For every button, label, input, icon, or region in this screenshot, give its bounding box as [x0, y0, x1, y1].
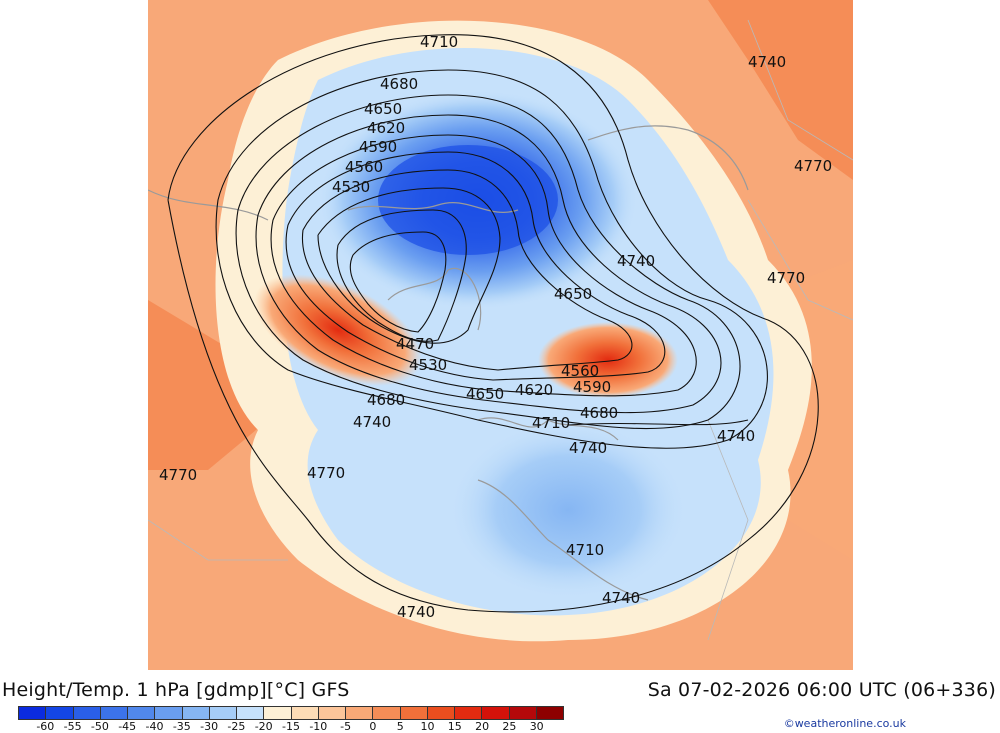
contour-label: 4650: [554, 285, 592, 303]
contour-label: 4740: [353, 413, 391, 431]
colorbar-swatch: [400, 707, 428, 719]
contour-label: 4530: [409, 356, 447, 374]
coastlines: [148, 125, 749, 601]
colorbar-swatch: [128, 707, 156, 719]
colorbar-tick-label: -60: [36, 720, 55, 733]
warm-area-ne: [708, 0, 853, 180]
contour-label: 4620: [367, 119, 405, 137]
colorbar-tick-label: -45: [118, 720, 137, 733]
colorbar-swatch: [209, 707, 237, 719]
cold-area-south: [448, 420, 688, 600]
warm-area-w: [148, 300, 268, 470]
valid-time: Sa 07-02-2026 06:00 UTC (06+336): [647, 679, 996, 701]
height-contours: [167, 34, 819, 613]
contour-label-group: 4710 4740 4680 4650 4620 4590 4560 4530 …: [159, 33, 832, 621]
colorbar-swatch: [455, 707, 483, 719]
contour-label: 4470: [396, 335, 434, 353]
contour-label: 4650: [364, 100, 402, 118]
chart-title: Height/Temp. 1 hPa [gdmp][°C] GFS: [2, 679, 350, 701]
contour-label: 4770: [159, 466, 197, 484]
colorbar-swatch: [291, 707, 319, 719]
colorbar-swatch: [318, 707, 346, 719]
colorbar-tick-label: -35: [172, 720, 191, 733]
colorbar-swatch: [182, 707, 210, 719]
colorbar-tick-label: -55: [63, 720, 82, 733]
colorbar-tick-label: 30: [529, 720, 544, 733]
colorbar-tick-label: 0: [369, 720, 377, 733]
warm-core-west: [254, 274, 422, 386]
colorbar-swatch: [264, 707, 292, 719]
colorbar-tick-label: -20: [254, 720, 273, 733]
colorbar-tick-label: -10: [309, 720, 328, 733]
colorbar-tick-label: 10: [420, 720, 435, 733]
colorbar-tick-label: -40: [145, 720, 164, 733]
contour-label: 4770: [307, 464, 345, 482]
map-canvas: 4710 4740 4680 4650 4620 4590 4560 4530 …: [148, 0, 853, 670]
colorbar-swatch: [73, 707, 101, 719]
contour-label: 4620: [515, 381, 553, 399]
colorbar-swatch: [346, 707, 374, 719]
contour-label: 4740: [617, 252, 655, 270]
colorbar-tick-label: -25: [227, 720, 246, 733]
colorbar-swatch: [237, 707, 265, 719]
colorbar: [18, 706, 564, 720]
contour-label: 4770: [794, 157, 832, 175]
contour-label: 4740: [602, 589, 640, 607]
contour-label: 4710: [532, 414, 570, 432]
warm-core-east: [538, 322, 678, 398]
contour-label: 4740: [397, 603, 435, 621]
colorbar-swatch: [373, 707, 401, 719]
colorbar-swatch: [536, 707, 563, 719]
colorbar-tick-label: 25: [502, 720, 517, 733]
contour-label: 4740: [569, 439, 607, 457]
colorbar-swatch: [100, 707, 128, 719]
contour-label: 4680: [380, 75, 418, 93]
colorbar-swatch: [46, 707, 74, 719]
colorbar-swatch: [482, 707, 510, 719]
cold-core-inner: [378, 145, 558, 255]
contour-label: 4770: [767, 269, 805, 287]
colorbar-tick-label: -15: [282, 720, 300, 733]
contour-label: 4710: [566, 541, 604, 559]
colorbar-tick-label: -30: [200, 720, 219, 733]
colorbar-swatch: [155, 707, 183, 719]
contour-label: 4560: [345, 158, 383, 176]
contour-label: 4680: [580, 404, 618, 422]
colorbar-tick-label: -5: [340, 720, 352, 733]
colorbar-swatch: [427, 707, 455, 719]
credit-text: ©weatheronline.co.uk: [783, 717, 906, 730]
contour-label: 4710: [420, 33, 458, 51]
contour-label: 4560: [561, 362, 599, 380]
colorbar-tick-label: 15: [447, 720, 462, 733]
contour-label: 4680: [367, 391, 405, 409]
contour-label: 4530: [332, 178, 370, 196]
contour-label: 4650: [466, 385, 504, 403]
contour-label: 4740: [748, 53, 786, 71]
colorbar-tick-label: 5: [396, 720, 404, 733]
weather-map: 4710 4740 4680 4650 4620 4590 4560 4530 …: [148, 0, 853, 670]
contour-label: 4590: [359, 138, 397, 156]
colorbar-labels: -60 -55 -50 -45 -40 -35 -30 -25 -20 -15 -10 -5 0 5 10 1…: [18, 720, 564, 733]
contour-label: 4740: [717, 427, 755, 445]
colorbar-tick-label: 20: [475, 720, 490, 733]
colorbar-swatch: [19, 707, 47, 719]
borders: [148, 19, 853, 641]
colorbar-swatch: [509, 707, 537, 719]
colorbar-tick-label: -50: [90, 720, 109, 733]
contour-label: 4590: [573, 378, 611, 396]
